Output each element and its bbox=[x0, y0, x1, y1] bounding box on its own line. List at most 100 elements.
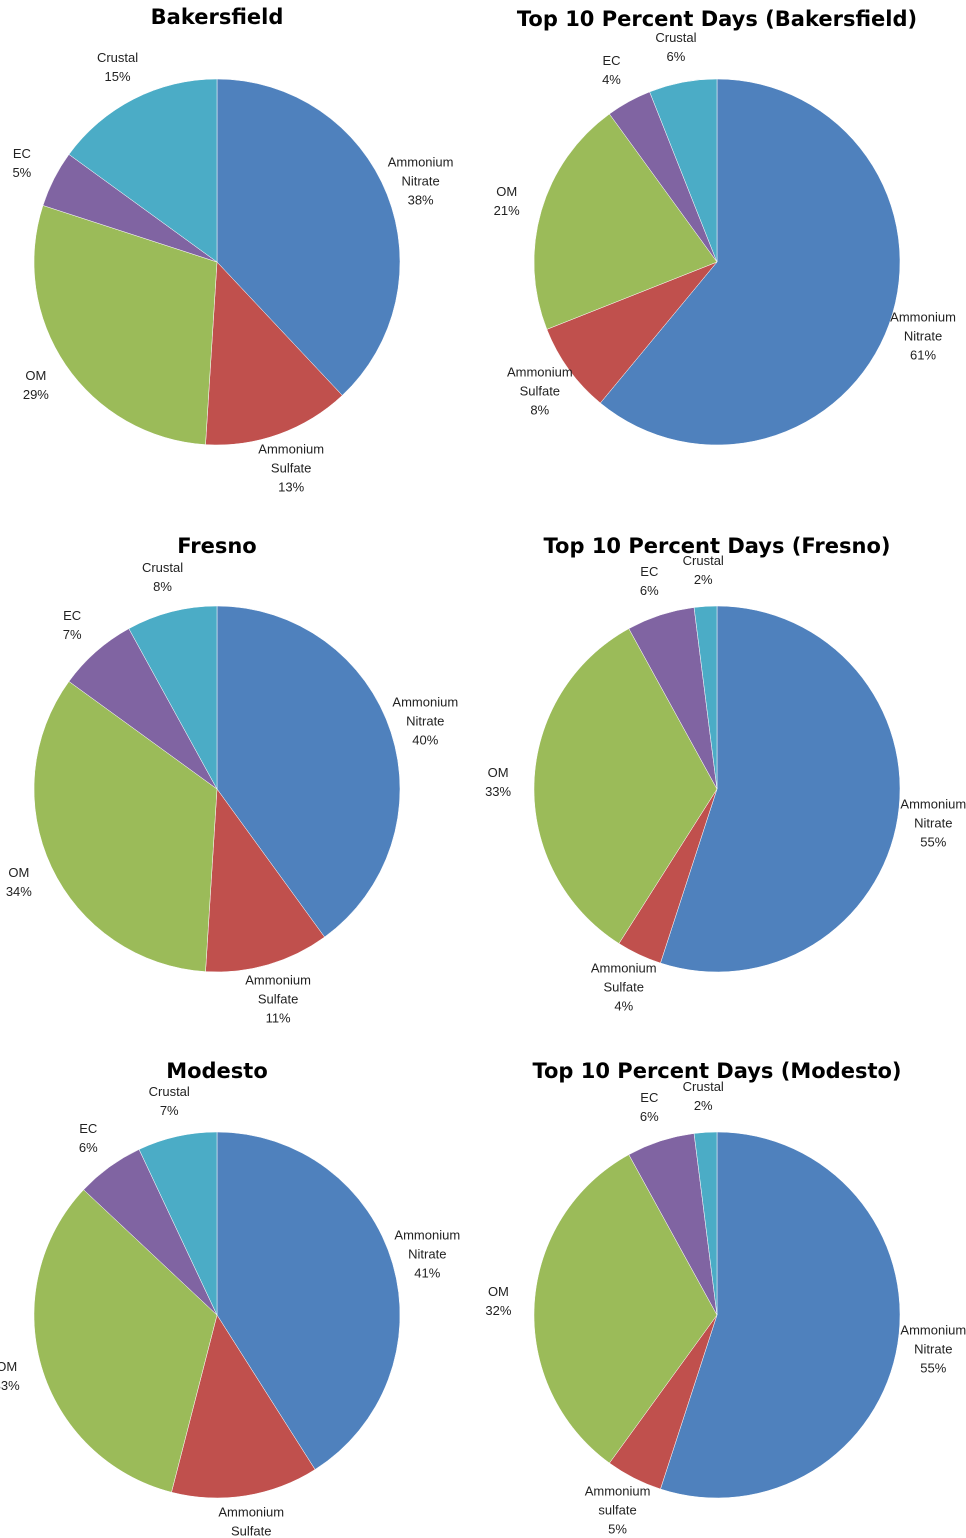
slice-label: Ammonium Nitrate 41% bbox=[382, 1225, 472, 1282]
slice-label: Ammonium Sulfate 8% bbox=[495, 362, 585, 419]
value-label: 2% bbox=[693, 1098, 713, 1114]
category-label: Ammonium Nitrate bbox=[890, 309, 956, 344]
category-label: Ammonium Sulfate bbox=[218, 1504, 285, 1538]
value-label: 15% bbox=[104, 68, 131, 84]
slice-label: Crustal 8% bbox=[118, 558, 208, 596]
value-label: 13% bbox=[278, 479, 305, 495]
slice-label: Ammonium Nitrate 38% bbox=[376, 153, 466, 210]
category-label: Ammonium Nitrate bbox=[900, 1322, 966, 1357]
pie-slice bbox=[533, 628, 718, 944]
category-label: Ammonium Sulfate bbox=[245, 972, 311, 1007]
category-label: Ammonium Nitrate bbox=[387, 154, 454, 189]
value-label: 55% bbox=[920, 1360, 947, 1376]
slice-label: Crustal 15% bbox=[73, 48, 163, 86]
value-label: 4% bbox=[614, 998, 634, 1014]
chart-title: Modesto bbox=[166, 1059, 268, 1083]
category-label: Ammonium Sulfate bbox=[590, 960, 657, 995]
category-label: Ammonium sulfate bbox=[584, 1483, 651, 1518]
slice-label: OM 21% bbox=[462, 182, 552, 220]
category-label: Crustal bbox=[682, 553, 724, 569]
pie-slice bbox=[205, 788, 325, 973]
value-label: 6% bbox=[639, 1108, 659, 1124]
slice-label: Crustal 7% bbox=[124, 1082, 214, 1120]
value-label: 6% bbox=[78, 1139, 98, 1155]
pie-slice bbox=[533, 1154, 718, 1464]
value-label: 40% bbox=[412, 732, 439, 748]
value-label: 6% bbox=[639, 582, 659, 598]
pie-slice bbox=[216, 1131, 401, 1470]
slice-label: OM 33% bbox=[0, 1357, 52, 1395]
value-label: 61% bbox=[910, 347, 937, 363]
slice-label: Crustal 2% bbox=[658, 551, 748, 589]
category-label: OM bbox=[487, 765, 509, 781]
pie-slice bbox=[205, 261, 343, 446]
slice-label: Ammonium Nitrate 40% bbox=[380, 693, 470, 750]
category-label: EC bbox=[79, 1120, 98, 1136]
slice-label: Ammonium Nitrate 55% bbox=[888, 795, 966, 852]
pie-slice bbox=[33, 1189, 218, 1493]
category-label: Ammonium Sulfate bbox=[258, 441, 325, 476]
value-label: 5% bbox=[608, 1521, 627, 1537]
chart-title: Bakersfield bbox=[151, 5, 284, 29]
value-label: 7% bbox=[62, 626, 82, 642]
category-label: Ammonium Nitrate bbox=[394, 1227, 461, 1262]
value-label: 41% bbox=[414, 1265, 441, 1281]
slice-label: EC 6% bbox=[43, 1119, 133, 1157]
slice-label: Ammonium Sulfate 11% bbox=[233, 971, 323, 1028]
chart-title: Fresno bbox=[177, 534, 256, 558]
value-label: 21% bbox=[493, 202, 520, 218]
value-label: 8% bbox=[153, 578, 172, 594]
value-label: 2% bbox=[693, 572, 713, 588]
slice-label: Ammonium Sulfate 4% bbox=[579, 959, 669, 1016]
category-label: EC bbox=[12, 145, 31, 161]
pie-slice bbox=[546, 261, 718, 404]
slice-label: Ammonium Nitrate 55% bbox=[888, 1321, 966, 1378]
value-label: 29% bbox=[22, 387, 49, 403]
slice-label: OM 32% bbox=[453, 1282, 543, 1320]
category-label: OM bbox=[25, 368, 47, 384]
pie-slice bbox=[33, 681, 218, 972]
category-label: EC bbox=[640, 563, 659, 579]
pie-slice bbox=[533, 113, 718, 330]
category-label: Crustal bbox=[148, 1084, 190, 1100]
category-label: Ammonium Sulfate bbox=[506, 364, 573, 399]
slice-label: OM 29% bbox=[0, 366, 81, 404]
pie-slice bbox=[68, 78, 218, 263]
value-label: 6% bbox=[666, 48, 686, 64]
pie-slice bbox=[33, 205, 218, 445]
pie-slice bbox=[693, 605, 718, 790]
slice-label: EC 6% bbox=[604, 562, 694, 600]
category-label: OM bbox=[496, 183, 518, 199]
value-label: 33% bbox=[485, 784, 512, 800]
value-label: 4% bbox=[602, 72, 621, 88]
slice-label: Ammonium Sulfate 13% bbox=[246, 440, 336, 497]
pie-slice bbox=[171, 1314, 316, 1499]
value-label: 32% bbox=[485, 1303, 512, 1319]
slice-label: EC 7% bbox=[27, 606, 117, 644]
chart-title: Top 10 Percent Days (Bakersfield) bbox=[517, 7, 917, 31]
pie-slice bbox=[599, 78, 901, 446]
category-label: EC bbox=[602, 53, 621, 69]
category-label: Ammonium Nitrate bbox=[900, 796, 966, 831]
value-label: 33% bbox=[0, 1378, 20, 1394]
slice-label: Ammonium sulfate 5% bbox=[573, 1482, 663, 1538]
chart-title: Top 10 Percent Days (Modesto) bbox=[532, 1059, 901, 1083]
value-label: 34% bbox=[5, 884, 32, 900]
category-label: Ammonium Nitrate bbox=[392, 694, 459, 729]
slice-label: Crustal 2% bbox=[658, 1077, 748, 1115]
value-label: 7% bbox=[159, 1103, 179, 1119]
pie-slice bbox=[138, 1131, 218, 1316]
slice-label: Ammonium Nitrate 61% bbox=[878, 308, 966, 365]
value-label: 5% bbox=[12, 164, 32, 180]
pie-slice bbox=[649, 78, 718, 263]
slice-label: EC 4% bbox=[566, 51, 656, 89]
value-label: 38% bbox=[407, 192, 434, 208]
pie-slice bbox=[216, 78, 401, 396]
value-label: 11% bbox=[265, 1010, 291, 1026]
slice-label: EC 5% bbox=[0, 144, 67, 182]
category-label: OM bbox=[0, 1359, 18, 1375]
slice-label: Crustal 6% bbox=[631, 28, 721, 66]
slice-label: OM 33% bbox=[453, 763, 543, 801]
